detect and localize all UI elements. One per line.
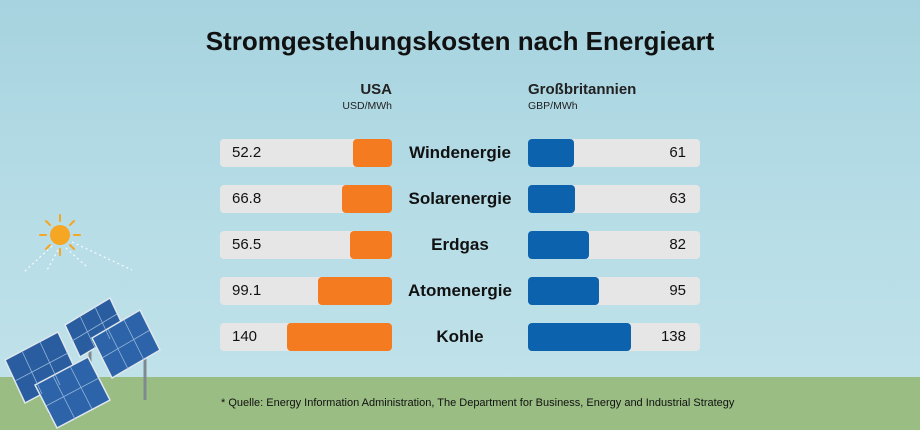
category-label-kohle: Kohle	[436, 327, 484, 346]
uk-header: Großbritannien GBP/MWh	[528, 81, 636, 113]
uk-bar-solarenergie	[528, 185, 575, 213]
uk-track-atomenergie: 95	[528, 277, 700, 305]
category-label-erdgas: Erdgas	[431, 235, 489, 254]
usa-track-erdgas: 56.5	[220, 231, 392, 259]
uk-value-label: 82	[669, 236, 686, 253]
usa-header: USA USD/MWh	[342, 81, 392, 113]
uk-bar-kohle	[528, 323, 631, 351]
solar-scene	[4, 214, 161, 430]
usa-track-solarenergie: 66.8	[220, 185, 392, 213]
uk-value-label: 61	[669, 144, 686, 161]
solar-panels	[4, 296, 161, 430]
sun-icon	[23, 214, 133, 273]
usa-value-label: 66.8	[232, 190, 262, 207]
ground	[0, 377, 920, 430]
uk-value-label: 95	[669, 282, 686, 299]
usa-value-label: 140	[232, 328, 258, 345]
uk-track-erdgas: 82	[528, 231, 700, 259]
uk-series-unit: GBP/MWh	[528, 100, 578, 112]
chart-title: Stromgestehungskosten nach Energieart	[205, 26, 715, 56]
uk-track-kohle: 138	[528, 323, 700, 351]
usa-bar-kohle	[287, 323, 392, 351]
usa-value-label: 99.1	[232, 282, 262, 299]
category-label-windenergie: Windenergie	[409, 143, 511, 162]
uk-bar-atomenergie	[528, 277, 599, 305]
source-footnote: * Quelle: Energy Information Administrat…	[221, 397, 735, 409]
usa-series-unit: USD/MWh	[342, 100, 392, 112]
uk-series-name: Großbritannien	[528, 81, 637, 98]
usa-track-atomenergie: 99.1	[220, 277, 392, 305]
usa-series-name: USA	[360, 81, 392, 98]
usa-value-label: 56.5	[232, 236, 262, 253]
uk-value-label: 63	[669, 190, 686, 207]
uk-track-windenergie: 61	[528, 139, 700, 167]
usa-track-kohle: 140	[220, 323, 392, 351]
usa-bar-windenergie	[353, 139, 392, 167]
usa-value-label: 52.2	[232, 144, 262, 161]
usa-bar-erdgas	[350, 231, 392, 259]
usa-track-windenergie: 52.2	[220, 139, 392, 167]
category-label-atomenergie: Atomenergie	[408, 281, 512, 300]
uk-track-solarenergie: 63	[528, 185, 700, 213]
category-label-solarenergie: Solarenergie	[408, 189, 512, 208]
usa-bar-solarenergie	[342, 185, 392, 213]
uk-bar-erdgas	[528, 231, 589, 259]
usa-bar-atomenergie	[318, 277, 392, 305]
uk-bar-windenergie	[528, 139, 574, 167]
uk-value-label: 138	[660, 328, 686, 345]
